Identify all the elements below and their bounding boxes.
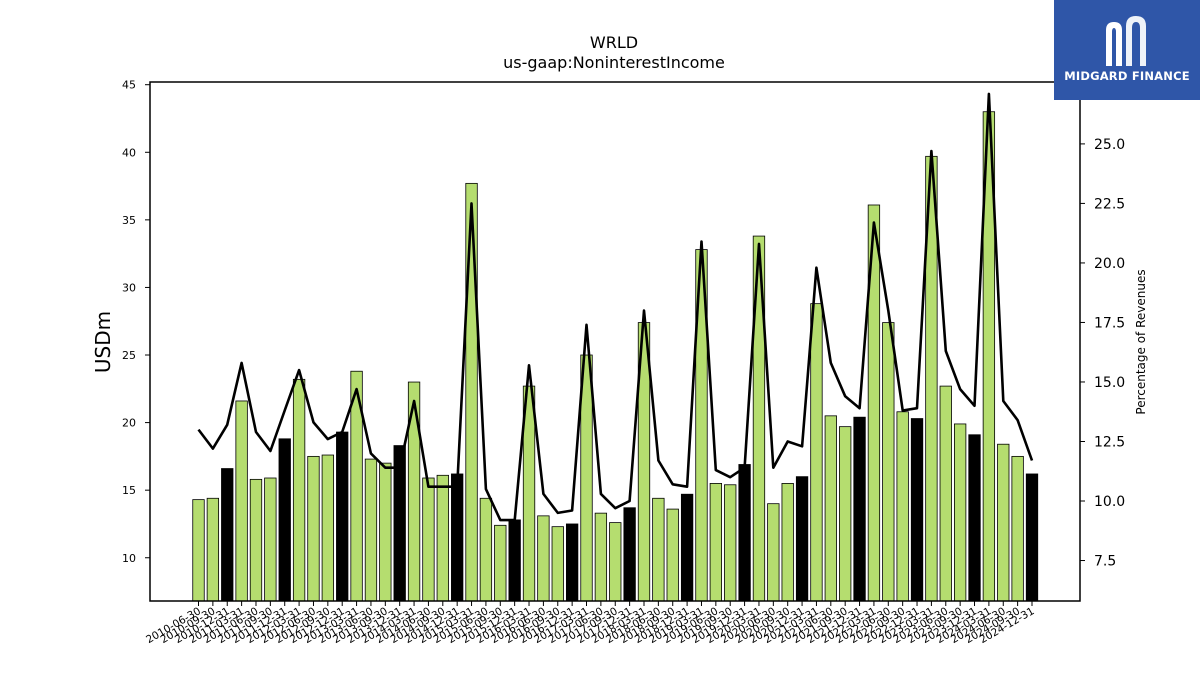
bar-2018-09-30 bbox=[666, 508, 679, 602]
midgard-logo-icon bbox=[1106, 16, 1146, 66]
logo-text: MIDGARD FINANCE bbox=[1064, 69, 1190, 83]
x-axis-ticks: 2010-06-302010-09-302010-12-312011-03-31… bbox=[144, 601, 1037, 646]
bar-2021-12-31 bbox=[853, 416, 866, 602]
bar-2021-09-30 bbox=[839, 426, 852, 602]
y2-tick-label: 10.0 bbox=[1094, 494, 1125, 510]
bar-2016-06-30 bbox=[537, 515, 550, 602]
y-tick-label: 10 bbox=[122, 552, 136, 565]
y-tick-label: 20 bbox=[122, 417, 136, 430]
bar-2019-09-30 bbox=[724, 484, 737, 602]
bar-2023-06-30 bbox=[939, 385, 952, 602]
bar-2011-09-30 bbox=[264, 477, 277, 602]
bar-2022-06-30 bbox=[882, 322, 895, 602]
bar-2013-06-30 bbox=[364, 458, 378, 602]
bar-2018-12-31 bbox=[680, 493, 694, 602]
y-tick-label: 30 bbox=[122, 281, 136, 294]
y2-tick-label: 12.5 bbox=[1094, 434, 1125, 450]
bar-2012-03-31 bbox=[292, 378, 306, 602]
bar-2023-09-30 bbox=[953, 423, 967, 602]
line-series-layer bbox=[197, 92, 1034, 522]
chart-title: WRLD bbox=[590, 33, 638, 52]
percentage-line bbox=[197, 92, 1034, 522]
bar-2015-09-30 bbox=[494, 524, 507, 602]
y2-tick-label: 17.5 bbox=[1094, 315, 1125, 331]
bar-2013-09-30 bbox=[379, 462, 392, 602]
y2-tick-label: 20.0 bbox=[1094, 256, 1125, 272]
bar-2024-09-30 bbox=[1011, 455, 1024, 602]
bar-2011-03-31 bbox=[235, 400, 248, 602]
bar-2010-12-31 bbox=[221, 468, 234, 602]
y2-tick-label: 7.5 bbox=[1094, 554, 1116, 570]
bar-2017-09-30 bbox=[609, 522, 622, 602]
brand-logo: MIDGARD FINANCE bbox=[1054, 0, 1200, 100]
y2-tick-label: 15.0 bbox=[1094, 375, 1125, 391]
bar-2022-12-31 bbox=[910, 418, 924, 602]
bar-2017-12-31 bbox=[623, 507, 636, 602]
y-tick-label: 35 bbox=[122, 214, 136, 227]
bar-2020-09-30 bbox=[781, 483, 794, 602]
bar-2014-12-31 bbox=[451, 473, 464, 602]
bar-2015-06-30 bbox=[479, 497, 493, 602]
bar-2011-06-30 bbox=[249, 478, 263, 602]
bar-2019-12-31 bbox=[738, 464, 751, 602]
bar-2024-06-30 bbox=[997, 443, 1010, 602]
bar-2024-12-31 bbox=[1025, 473, 1039, 602]
bar-2015-03-31 bbox=[465, 182, 478, 602]
y2-axis-ticks: 7.5 10.0 12.5 15.0 17.5 20.0 22.5 25.0 bbox=[1080, 137, 1125, 570]
y-tick-label: 15 bbox=[122, 484, 136, 497]
y-tick-label: 40 bbox=[122, 146, 136, 159]
bar-2016-09-30 bbox=[551, 526, 564, 602]
bar-2020-06-30 bbox=[767, 503, 780, 602]
bar-2021-06-30 bbox=[824, 415, 837, 602]
y-tick-label: 25 bbox=[122, 349, 136, 362]
bar-2010-09-30 bbox=[206, 497, 220, 602]
bar-2014-06-30 bbox=[422, 477, 435, 602]
y-axis-label: USDm bbox=[91, 311, 115, 373]
bar-2012-06-30 bbox=[307, 455, 320, 602]
bar-2023-12-31 bbox=[968, 434, 981, 602]
bar-series bbox=[192, 111, 1039, 602]
bar-2017-06-30 bbox=[594, 512, 608, 602]
y-tick-label: 45 bbox=[122, 79, 136, 92]
bar-2020-12-31 bbox=[795, 476, 809, 602]
bar-2015-12-31 bbox=[508, 519, 521, 602]
bar-2012-09-30 bbox=[321, 454, 334, 602]
chart-subtitle: us-gaap:NoninterestIncome bbox=[503, 53, 725, 72]
bar-2018-06-30 bbox=[652, 497, 665, 602]
bar-2019-06-30 bbox=[709, 483, 722, 602]
y2-tick-label: 25.0 bbox=[1094, 137, 1125, 153]
y2-tick-label: 22.5 bbox=[1094, 196, 1125, 212]
bar-2011-12-31 bbox=[278, 438, 291, 602]
bar-2021-03-31 bbox=[810, 303, 823, 602]
y-axis-ticks: 10 15 20 25 30 35 40 45 bbox=[122, 79, 150, 565]
bar-2012-12-31 bbox=[336, 431, 349, 602]
bar-2010-06-30 bbox=[192, 499, 205, 602]
plot-frame bbox=[149, 81, 1081, 602]
y2-axis-label: Percentage of Revenues bbox=[1134, 269, 1148, 414]
bar-2014-09-30 bbox=[436, 474, 449, 602]
bar-2016-12-31 bbox=[565, 523, 579, 602]
bar-2022-09-30 bbox=[896, 411, 909, 602]
